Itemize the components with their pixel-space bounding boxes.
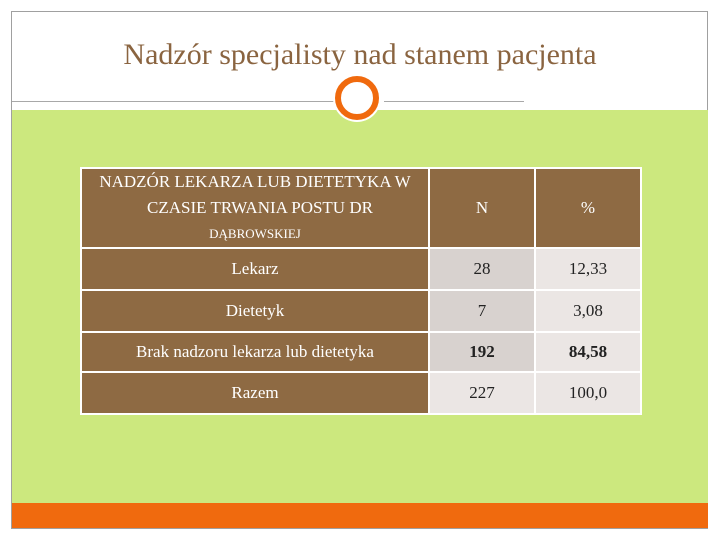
- row-n: 28: [428, 247, 536, 291]
- row-n: 7: [428, 289, 536, 333]
- table-header-label: Nadzór lekarza lub dietetyka w czasie tr…: [80, 167, 430, 249]
- table-row: Lekarz 28 12,33: [80, 247, 642, 291]
- table-row: Razem 227 100,0: [80, 371, 642, 415]
- slide-title: Nadzór specjalisty nad stanem pacjenta: [123, 38, 597, 71]
- title-divider-right: [384, 101, 524, 102]
- row-label: Brak nadzoru lekarza lub dietetyka: [80, 331, 430, 373]
- header-n: N: [428, 167, 536, 249]
- decorative-circle-icon: [335, 76, 379, 120]
- row-label: Dietetyk: [80, 289, 430, 333]
- row-label: Razem: [80, 371, 430, 415]
- table-row: Brak nadzoru lekarza lub dietetyka 192 8…: [80, 331, 642, 373]
- row-percent: 3,08: [534, 289, 642, 333]
- row-percent: 100,0: [534, 371, 642, 415]
- supervision-table: Nadzór lekarza lub dietetyka w czasie tr…: [80, 167, 642, 415]
- header-percent: %: [534, 167, 642, 249]
- header-label-line-2: czasie trwania postu dr: [147, 198, 373, 217]
- header-label-line-1: Nadzór lekarza lub dietetyka w: [99, 172, 411, 191]
- table-header-row: Nadzór lekarza lub dietetyka w czasie tr…: [80, 167, 642, 249]
- header-label-line-3: Dąbrowskiej: [209, 226, 301, 241]
- row-label: Lekarz: [80, 247, 430, 291]
- table-row: Dietetyk 7 3,08: [80, 289, 642, 333]
- row-percent: 84,58: [534, 331, 642, 373]
- row-percent: 12,33: [534, 247, 642, 291]
- title-divider-left: [12, 101, 338, 102]
- footer-bar: [12, 503, 708, 528]
- row-n: 192: [428, 331, 536, 373]
- row-n: 227: [428, 371, 536, 415]
